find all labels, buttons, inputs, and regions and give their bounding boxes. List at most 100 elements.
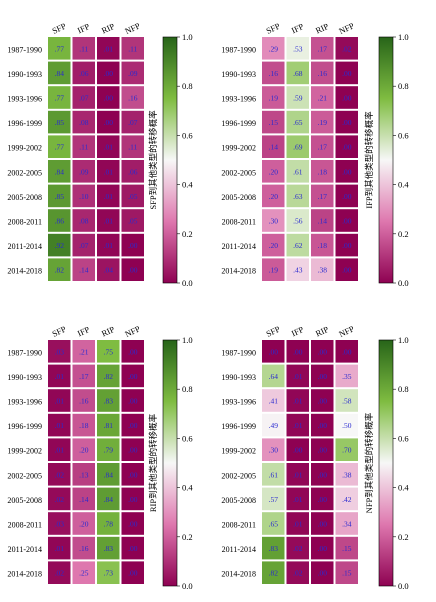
heatmap-cell xyxy=(48,233,71,257)
cell-value-label: .00 xyxy=(318,495,328,504)
heatmap-cell xyxy=(311,413,334,437)
heatmap-cell xyxy=(286,487,309,511)
row-label: 1987-1990 xyxy=(221,348,256,357)
colorbar xyxy=(162,339,178,587)
cell-value-label: .14 xyxy=(79,495,89,504)
heatmap-cell xyxy=(262,463,285,486)
column-label: SFP xyxy=(50,21,67,36)
column-label: IFP xyxy=(290,324,306,338)
colorbar-tick-label: 0.0 xyxy=(182,581,193,591)
cell-value-label: .11 xyxy=(79,44,88,53)
heatmap-cell xyxy=(311,86,334,109)
cell-value-label: .01 xyxy=(104,217,114,226)
heatmap-panel-3: SFP IFP RIP NFP 1987-1990 .03 .21 .75 .00 1990-19… xyxy=(7,323,193,591)
column-label: IFP xyxy=(76,21,92,35)
cell-value-label: .11 xyxy=(128,44,137,53)
cell-value-label: .16 xyxy=(79,397,89,406)
colorbar-tick-label: 0.4 xyxy=(182,180,193,190)
colorbar xyxy=(378,339,394,587)
cell-value-label: .00 xyxy=(128,421,138,430)
heatmap-cell xyxy=(262,389,285,412)
heatmap-cell xyxy=(121,37,144,60)
cell-value-label: .79 xyxy=(104,446,114,455)
cell-value-label: .01 xyxy=(55,421,65,430)
heatmap-cell xyxy=(286,135,309,158)
cell-value-label: .00 xyxy=(128,470,138,479)
heatmap-cell xyxy=(286,37,309,60)
column-label: NFP xyxy=(123,323,142,339)
cell-value-label: .03 xyxy=(55,347,65,356)
heatmap-cell xyxy=(311,364,334,388)
heatmap-cell xyxy=(48,561,71,584)
heatmap-cell xyxy=(97,86,120,109)
column-label: NFP xyxy=(337,323,356,339)
cell-value-label: .00 xyxy=(104,94,114,103)
column-label: RIP xyxy=(314,324,330,339)
cell-value-label: .49 xyxy=(269,421,279,430)
row-label: 1987-1990 xyxy=(7,348,42,357)
cell-value-label: .65 xyxy=(269,520,279,529)
cell-value-label: .64 xyxy=(269,372,279,381)
cell-value-label: .73 xyxy=(104,569,114,578)
cell-value-label: .20 xyxy=(269,241,279,250)
heatmap-cell xyxy=(286,438,309,461)
heatmap-cell xyxy=(286,61,309,85)
cell-value-label: .85 xyxy=(55,118,65,127)
heatmap-cell xyxy=(262,536,285,560)
cell-value-label: .00 xyxy=(342,192,352,201)
cell-value-label: .01 xyxy=(293,470,303,479)
heatmap-cell xyxy=(48,536,71,560)
cell-value-label: .00 xyxy=(269,347,279,356)
heatmap-cell xyxy=(262,258,285,281)
heatmap-cell xyxy=(335,233,358,257)
heatmap-cell xyxy=(48,364,71,388)
heatmap-cell xyxy=(335,86,358,109)
heatmap-cell xyxy=(48,258,71,281)
heatmap-cell xyxy=(48,135,71,158)
cell-value-label: .19 xyxy=(269,94,279,103)
heatmap-cell xyxy=(286,389,309,412)
row-label: 2005-2008 xyxy=(7,193,42,202)
heatmap-cell xyxy=(72,340,95,363)
heatmap-cell xyxy=(72,37,95,60)
heatmap-cell xyxy=(335,413,358,437)
row-label: 2005-2008 xyxy=(221,496,256,505)
cell-value-label: .16 xyxy=(128,94,138,103)
heatmap-cell xyxy=(97,209,120,232)
heatmap-cell xyxy=(97,413,120,437)
row-label: 1996-1999 xyxy=(7,119,42,128)
cell-value-label: .42 xyxy=(342,495,352,504)
cell-value-label: .00 xyxy=(342,143,352,152)
cell-value-label: .02 xyxy=(55,569,65,578)
heatmap-cell xyxy=(121,233,144,257)
heatmap-cell xyxy=(121,160,144,183)
row-label: 2011-2014 xyxy=(8,242,42,251)
heatmap-cell xyxy=(48,110,71,134)
cell-value-label: .00 xyxy=(318,421,328,430)
heatmap-cell xyxy=(286,512,309,535)
cell-value-label: .30 xyxy=(269,446,279,455)
cell-value-label: .38 xyxy=(318,266,328,275)
row-label: 1990-1993 xyxy=(7,373,42,382)
cell-value-label: .16 xyxy=(79,544,89,553)
row-label: 2008-2011 xyxy=(8,521,42,530)
cell-value-label: .75 xyxy=(104,347,114,356)
heatmap-cell xyxy=(97,258,120,281)
cell-value-label: .01 xyxy=(293,495,303,504)
heatmap-cell xyxy=(335,561,358,584)
heatmap-cell xyxy=(48,37,71,60)
cell-value-label: .07 xyxy=(79,94,89,103)
cell-value-label: .00 xyxy=(342,241,352,250)
colorbar-tick-label: 0.0 xyxy=(182,278,193,288)
heatmap-cell xyxy=(335,389,358,412)
heatmap-cell xyxy=(97,364,120,388)
cell-value-label: .00 xyxy=(128,266,138,275)
cell-value-label: .34 xyxy=(342,520,352,529)
heatmap-cell xyxy=(97,536,120,560)
heatmap-cell xyxy=(286,413,309,437)
cell-value-label: .02 xyxy=(55,470,65,479)
cell-value-label: .20 xyxy=(269,192,279,201)
heatmap-cell xyxy=(72,413,95,437)
heatmap-panel-1: SFP IFP RIP NFP 1987-1990 .77 .11 .01 .11 1990-19… xyxy=(7,20,193,288)
